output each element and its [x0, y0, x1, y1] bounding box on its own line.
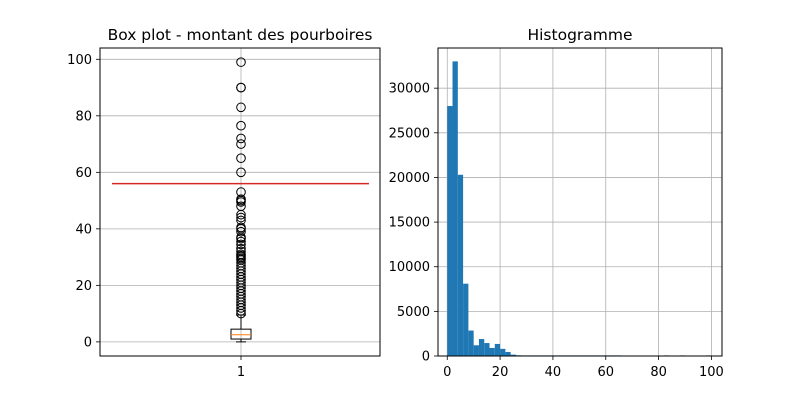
- histogram-bar: [468, 330, 474, 356]
- histogram-bar: [463, 283, 469, 356]
- boxplot-x-ticks: 1: [237, 356, 245, 380]
- histogram-bar: [510, 354, 516, 356]
- boxplot-y-tick-label: 80: [75, 109, 92, 124]
- boxplot-outlier: [236, 167, 246, 178]
- histogram-axes-frame: [437, 47, 723, 357]
- boxplot-outlier: [236, 308, 246, 319]
- histogram-bar: [478, 339, 485, 356]
- histogram-subplot: Histogramme 0 5000 10000 15000 20000 25000 300…: [389, 26, 724, 380]
- boxplot-y-tick-label: 40: [75, 222, 92, 237]
- boxplot-outlier: [236, 212, 246, 223]
- histogram-y-tick-label: 20000: [389, 171, 430, 186]
- boxplot-outlier: [236, 197, 246, 207]
- histogram-x-ticks: 0 20 40 60 80 100: [443, 356, 724, 380]
- histogram-y-tick-label: 5000: [397, 305, 430, 320]
- histogram-bar: [500, 348, 506, 356]
- boxplot-marks: [112, 57, 369, 343]
- boxplot-subplot: Box plot - montant des pourboires 0 20 40 6…: [67, 26, 381, 380]
- histogram-bar: [505, 351, 511, 356]
- histogram-bar: [473, 345, 479, 356]
- histogram-x-tick-label: 60: [597, 365, 614, 380]
- boxplot-y-tick-label: 20: [75, 279, 92, 294]
- histogram-gridlines: [438, 48, 722, 357]
- boxplot-y-ticks: 0 20 40 60 80 100: [67, 53, 100, 350]
- boxplot-outlier: [236, 226, 246, 237]
- boxplot-outlier: [236, 133, 246, 144]
- boxplot-box: [230, 328, 252, 340]
- histogram-y-tick-label: 15000: [389, 216, 430, 231]
- boxplot-outlier: [236, 209, 246, 220]
- histogram-y-tick-label: 25000: [389, 126, 430, 141]
- histogram-bar: [457, 174, 464, 356]
- boxplot-y-tick-label: 0: [84, 335, 92, 350]
- histogram-bar: [452, 61, 458, 357]
- histogram-title: Histogramme: [527, 26, 632, 44]
- histogram-bar: [494, 343, 501, 356]
- histogram-y-tick-label: 10000: [389, 260, 430, 275]
- boxplot-outlier: [236, 236, 246, 247]
- histogram-x-tick-label: 40: [545, 365, 562, 380]
- histogram-bar: [447, 106, 453, 356]
- histogram-x-tick-label: 100: [699, 365, 724, 380]
- boxplot-x-tick-label: 1: [237, 365, 245, 380]
- boxplot-title: Box plot - montant des pourboires: [108, 26, 373, 44]
- histogram-bar: [484, 343, 490, 356]
- boxplot-y-tick-label: 100: [67, 53, 92, 68]
- boxplot-outlier: [236, 120, 246, 131]
- boxplot-outlier: [236, 239, 246, 250]
- boxplot-y-tick-label: 60: [75, 166, 92, 181]
- boxplot-outlier: [236, 139, 246, 149]
- histogram-x-tick-label: 80: [650, 365, 667, 380]
- histogram-y-tick-label: 0: [422, 350, 430, 365]
- boxplot-outlier: [236, 102, 246, 113]
- histogram-bar: [489, 347, 495, 356]
- boxplot-outlier: [236, 153, 246, 164]
- histogram-x-tick-label: 20: [492, 365, 509, 380]
- boxplot-outlier: [236, 233, 246, 244]
- boxplot-outlier: [236, 305, 246, 316]
- histogram-y-ticks: 0 5000 10000 15000 20000 25000 30000: [389, 82, 438, 365]
- boxplot-outlier: [236, 82, 246, 93]
- histogram-y-tick-label: 30000: [389, 82, 430, 97]
- histogram-x-tick-label: 0: [443, 365, 451, 380]
- boxplot-axes-frame: [99, 47, 381, 357]
- histogram-bars: [447, 61, 712, 357]
- boxplot-outlier: [236, 303, 246, 313]
- boxplot-outlier: [236, 57, 246, 67]
